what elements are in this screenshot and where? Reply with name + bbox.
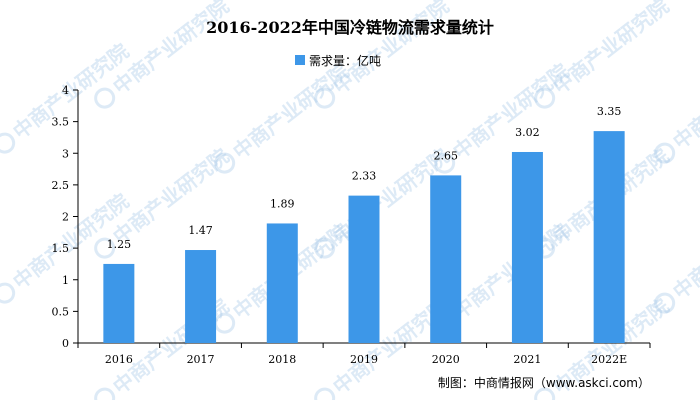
x-tick-label: 2022E <box>591 353 627 366</box>
zhongshang-logo-icon <box>0 282 16 304</box>
x-tick-label: 2017 <box>187 353 215 366</box>
y-axis: 0 0.5 1 1.5 2 2.5 3 3.5 4 <box>52 84 79 350</box>
zhongshang-logo-icon <box>434 152 456 174</box>
zhongshang-logo-icon <box>534 387 556 400</box>
bar <box>593 131 625 343</box>
zhongshang-logo-icon <box>314 387 336 400</box>
bar <box>511 151 543 343</box>
watermark-text: 中商产业研究院 <box>448 219 573 324</box>
y-tick-label: 3 <box>62 147 69 160</box>
y-tick-label: 4 <box>62 84 69 97</box>
watermark-text: 中商产业研究院 <box>328 0 453 99</box>
bar <box>348 195 380 343</box>
zhongshang-logo-icon <box>214 152 236 174</box>
watermark-text: 中商产业研究院 <box>228 59 353 164</box>
x-tick-label: 2018 <box>268 353 296 366</box>
y-tick-label: 2 <box>62 211 69 224</box>
legend-label: 需求量：亿吨 <box>309 53 381 68</box>
watermark-item: 中商产业研究院 <box>534 0 673 109</box>
data-label: 2.65 <box>433 149 458 162</box>
x-tick-label: 2020 <box>432 353 460 366</box>
x-tick-label: 2016 <box>105 353 133 366</box>
zhongshang-logo-icon <box>94 87 116 109</box>
zhongshang-logo-icon <box>654 142 676 164</box>
data-label: 1.89 <box>270 197 295 210</box>
y-tick-label: 3.5 <box>52 116 70 129</box>
x-tick-label: 2019 <box>350 353 378 366</box>
bars <box>103 131 625 343</box>
watermark-text: 中商产业研究院 <box>448 59 573 164</box>
zhongshang-logo-icon <box>314 87 336 109</box>
zhongshang-logo-icon <box>654 292 676 314</box>
x-tick-label: 2021 <box>513 353 541 366</box>
zhongshang-logo-icon <box>0 132 16 154</box>
data-label: 3.02 <box>515 126 540 139</box>
source-note: 制图：中商情报网（www.askci.com） <box>438 375 650 390</box>
watermark-text: 中商产业研究院 <box>108 0 233 99</box>
data-label: 1.47 <box>188 224 213 237</box>
y-tick-label: 1.5 <box>52 242 70 255</box>
bar <box>103 263 135 343</box>
chart-title: 2016-2022年中国冷链物流需求量统计 <box>206 18 494 37</box>
watermark-item: 中商产业研究院 <box>214 59 353 174</box>
bar <box>185 250 217 343</box>
legend: 需求量：亿吨 <box>295 53 381 68</box>
watermark-text: 中商产业研究院 <box>8 39 133 144</box>
zhongshang-logo-icon <box>534 87 556 109</box>
watermark-text: 中商产业研究院 <box>668 199 700 304</box>
zhongshang-logo-icon <box>94 237 116 259</box>
y-tick-label: 0.5 <box>52 305 70 318</box>
data-label: 3.35 <box>597 105 622 118</box>
zhongshang-logo-icon <box>314 237 336 259</box>
data-labels: 1.25 1.47 1.89 2.33 2.65 3.02 3.35 <box>107 105 622 251</box>
bar <box>266 223 298 343</box>
data-label: 2.33 <box>352 170 377 183</box>
y-tick-label: 0 <box>62 337 69 350</box>
data-label: 1.25 <box>107 238 132 251</box>
legend-swatch <box>295 55 305 65</box>
bar <box>430 175 462 343</box>
watermark-text: 中商产业研究院 <box>108 144 233 249</box>
watermark-text: 中商产业研究院 <box>668 49 700 154</box>
y-tick-label: 1 <box>62 274 69 287</box>
zhongshang-logo-icon <box>94 387 116 400</box>
y-tick-label: 2.5 <box>52 179 70 192</box>
zhongshang-logo-icon <box>214 312 236 334</box>
watermark-text: 中商产业研究院 <box>548 0 673 99</box>
